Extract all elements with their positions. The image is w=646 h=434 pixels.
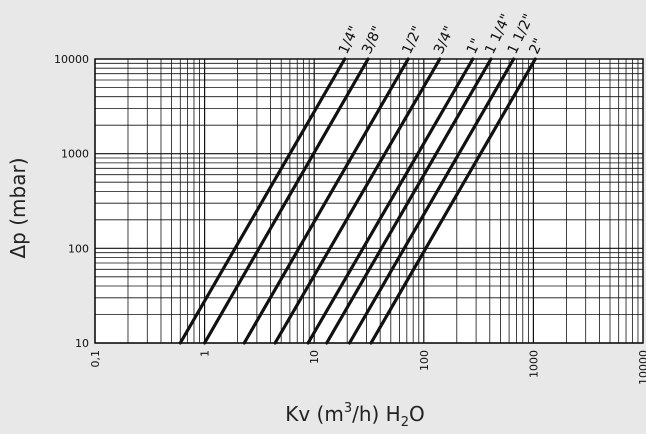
series-line [203,57,370,345]
series-line [369,57,537,345]
series-line [325,57,493,345]
series-labels: 1/4"3/8" 1/2" 3/4" 1"1 1/4"1 1/2"2" [336,12,548,57]
plot-background [94,58,644,344]
y-tick-label: 1000 [61,148,89,161]
series-line [242,57,410,345]
x-tick-label: 1000 [527,350,540,378]
series-line [178,57,347,345]
series-line [306,57,475,345]
x-tick-label: 0,1 [89,350,102,368]
tick-labels: 0,1 1 10 100 1000 10000 10 100 1000 10000 [54,53,646,385]
x-tick-label: 10 [308,350,321,364]
series-line [347,57,516,345]
y-tick-label: 10000 [54,53,89,66]
series-label: 1" [464,36,485,57]
series-label: 2" [526,36,547,57]
y-tick-label: 100 [68,242,89,255]
series-label: 3/4" [431,24,458,57]
series-label: 3/8" [359,24,386,57]
x-tick-label: 10000 [637,350,646,385]
series-line [273,57,442,345]
series-label: 1/2" [399,24,426,57]
x-tick-label: 1 [199,350,212,357]
x-axis-label: Kv (m3/h) H2O [285,401,425,430]
x-tick-label: 100 [418,350,431,371]
y-axis-label: Δp (mbar) [6,158,30,259]
series-label: 1/4" [336,24,363,57]
series-lines [178,57,537,345]
y-tick-label: 10 [75,337,89,350]
